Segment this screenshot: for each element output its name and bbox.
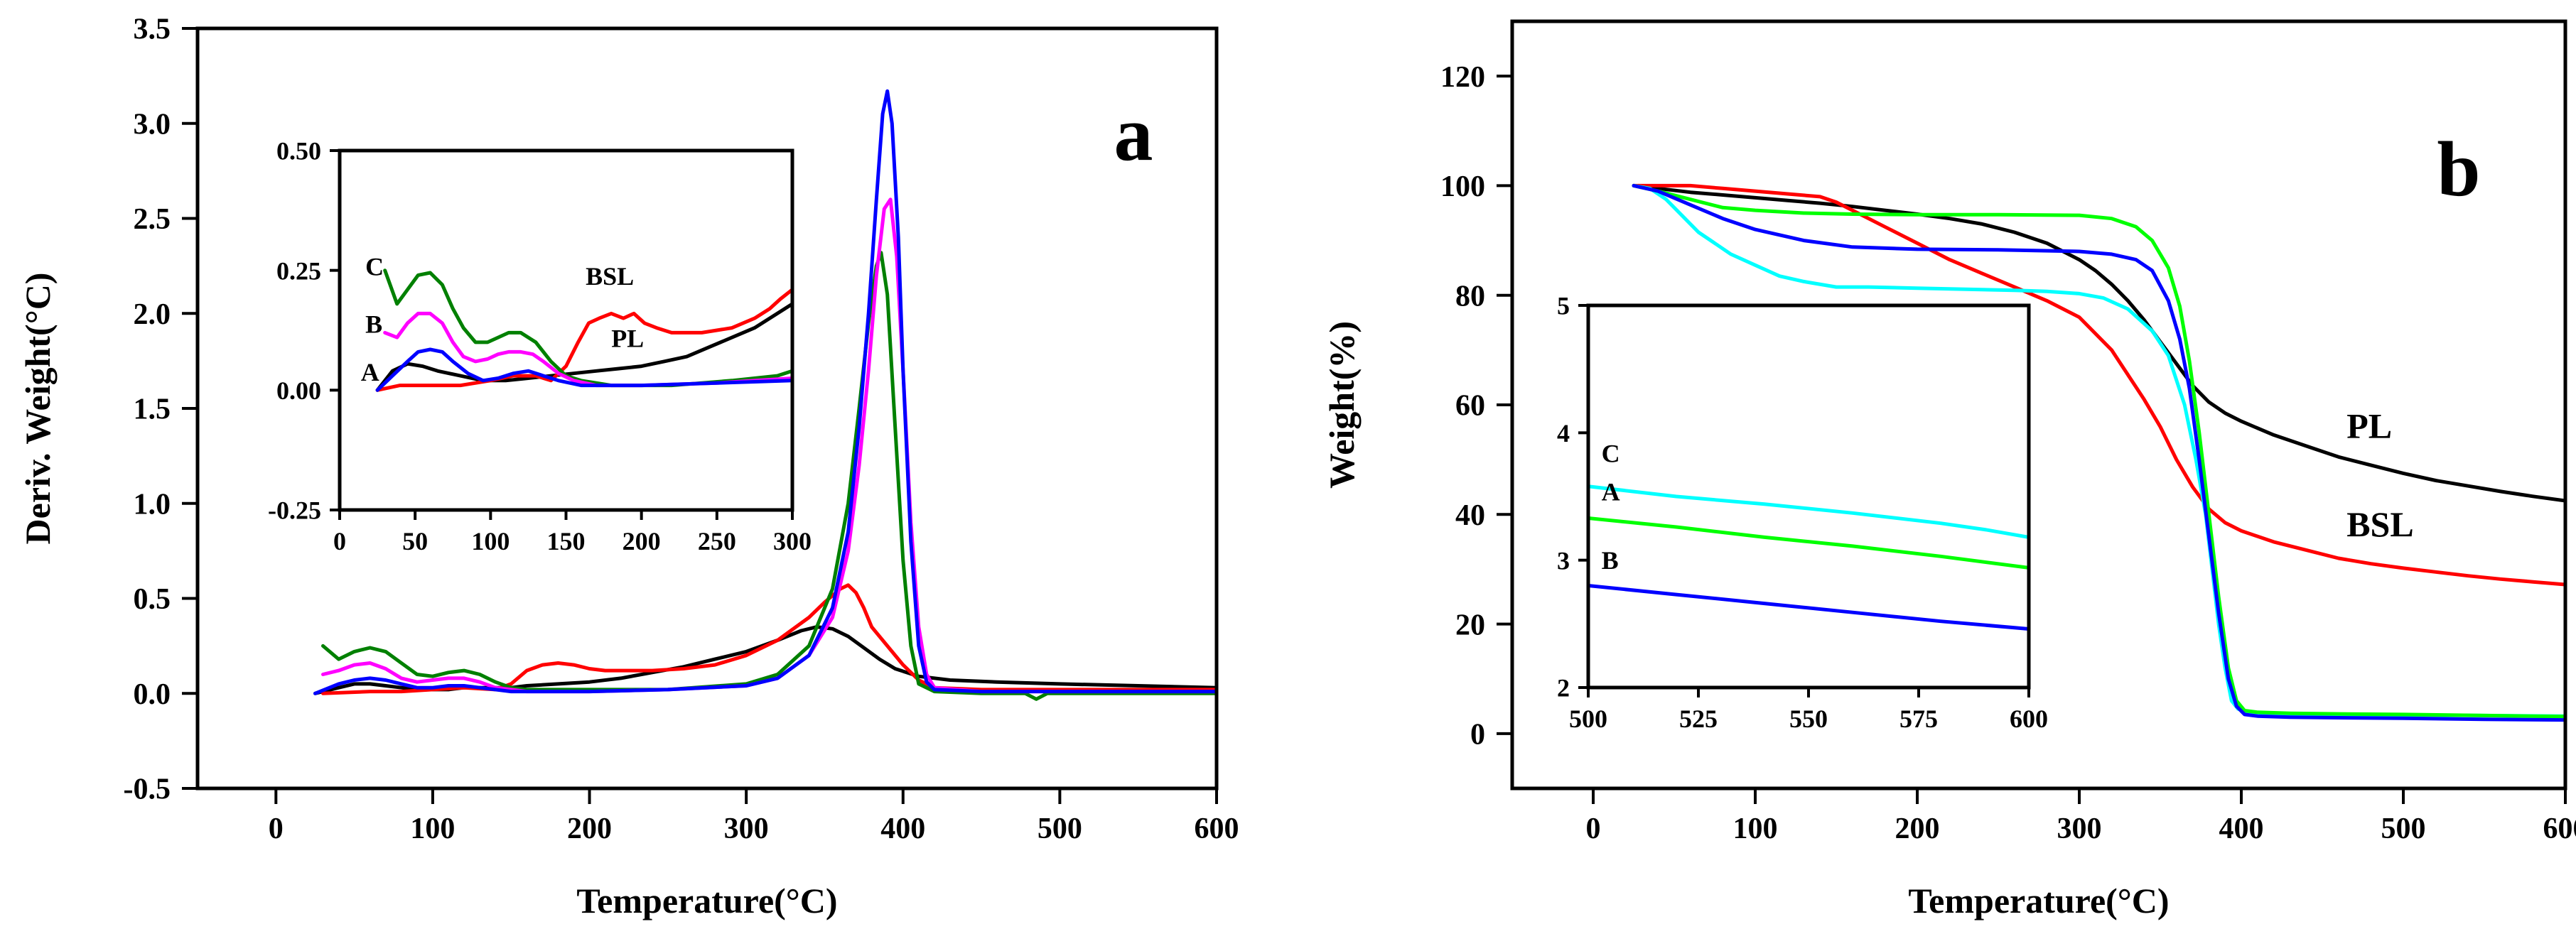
series-annotation-b: B — [1602, 546, 1619, 575]
x-tick-label: 500 — [1038, 813, 1082, 845]
y-tick-label: 2 — [1557, 674, 1570, 702]
x-tick-label: 400 — [2219, 813, 2264, 845]
y-tick-label: 3.0 — [134, 108, 171, 141]
y-tick-label: 100 — [1440, 170, 1485, 203]
x-tick-label: 0 — [269, 813, 284, 845]
y-tick-label: 0 — [1470, 719, 1485, 751]
x-tick-label: 525 — [1679, 705, 1718, 733]
y-tick-label: 40 — [1455, 499, 1485, 532]
series-line-b — [1588, 584, 2029, 631]
series-annotation-bsl: BSL — [2346, 504, 2414, 544]
x-tick-label: 100 — [410, 813, 455, 845]
y-axis-title: Weight(%) — [1322, 321, 1362, 489]
series-group — [313, 89, 1217, 701]
series-annotation-a: A — [361, 358, 379, 386]
panel-label: b — [2437, 126, 2480, 212]
x-tick-label: 0 — [1586, 813, 1601, 845]
panel-label: a — [1114, 90, 1153, 177]
series-line-pl — [313, 625, 1217, 695]
y-tick-label: 80 — [1455, 280, 1485, 313]
x-axis-title: Temperature(°C) — [1908, 881, 2169, 921]
x-tick-label: 200 — [567, 813, 612, 845]
series-annotation-b: B — [365, 310, 382, 338]
series-group — [1632, 183, 2565, 722]
x-tick-label: 300 — [2057, 813, 2102, 845]
chart-b-inset: 500 525 550 575 600 2 3 4 5 CA B — [1557, 292, 2048, 733]
series-annotation-a: A — [1602, 477, 1620, 506]
x-tick-label: 600 — [1195, 813, 1239, 845]
x-tick-label: 500 — [1569, 705, 1607, 733]
x-tick-label: 500 — [2381, 813, 2426, 845]
y-tick-label: 2.0 — [134, 298, 171, 331]
series-line-a — [1632, 183, 2565, 719]
x-tick-label: 100 — [471, 527, 510, 555]
y-tick-label: -0.25 — [268, 496, 321, 525]
x-tick-label: 0 — [333, 527, 346, 555]
y-tick-label: 2.5 — [134, 203, 171, 236]
y-tick-label: 0.5 — [134, 583, 171, 616]
series-group — [1588, 484, 2029, 631]
series-line-a — [313, 89, 1217, 695]
y-tick-label: -0.5 — [124, 773, 171, 806]
y-tick-label: 60 — [1455, 390, 1485, 423]
y-tick-label: 3.5 — [134, 13, 171, 46]
series-line-pl — [375, 302, 792, 392]
series-annotation-pl: PL — [611, 325, 644, 353]
series-line-bsl — [1632, 183, 2565, 587]
y-tick-label: 0.50 — [276, 137, 321, 165]
y-tick-label: 0.0 — [134, 678, 171, 711]
x-tick-label: 300 — [773, 527, 812, 555]
series-annotation-c: C — [1602, 440, 1620, 468]
x-tick-label: 200 — [623, 527, 661, 555]
x-tick-label: 575 — [1899, 705, 1938, 733]
series-line-b — [1632, 183, 2565, 722]
x-tick-label: 250 — [698, 527, 736, 555]
series-line-c — [321, 251, 1217, 701]
y-tick-label: 1.5 — [134, 393, 171, 426]
y-tick-label: 0.25 — [276, 256, 321, 285]
x-axis-title: Temperature(°C) — [576, 881, 837, 921]
x-tick-label: 300 — [724, 813, 769, 845]
x-tick-label: 50 — [402, 527, 428, 555]
chart-a-inset: 0 50 100 150 200 250 300 -0.25 0.00 0.25 0.50 C BA BS… — [268, 137, 812, 555]
y-tick-label: 1.0 — [134, 488, 171, 521]
y-tick-label: 5 — [1557, 292, 1570, 320]
plot-background — [1588, 305, 2029, 688]
y-tick-label: 3 — [1557, 546, 1570, 575]
x-tick-label: 200 — [1895, 813, 1940, 845]
series-line-pl — [1632, 183, 2565, 503]
series-annotation-pl: PL — [2346, 406, 2392, 445]
x-tick-label: 400 — [880, 813, 925, 845]
series-annotation-bsl: BSL — [586, 262, 634, 290]
y-tick-label: 4 — [1557, 419, 1570, 447]
series-line-a — [1588, 516, 2029, 570]
x-tick-label: 100 — [1733, 813, 1778, 845]
series-group — [375, 268, 792, 392]
x-tick-label: 550 — [1789, 705, 1828, 733]
y-tick-label: 20 — [1455, 609, 1485, 641]
series-line-c — [1588, 484, 2029, 539]
series-annotation-c: C — [365, 252, 384, 281]
x-tick-label: 600 — [2543, 813, 2576, 845]
y-axis-title: Deriv. Weight(°C) — [18, 273, 58, 545]
series-line-a — [375, 347, 792, 392]
x-tick-label: 150 — [547, 527, 586, 555]
x-tick-label: 600 — [2010, 705, 2048, 733]
y-tick-label: 120 — [1440, 61, 1485, 94]
y-tick-label: 0.00 — [276, 376, 321, 405]
